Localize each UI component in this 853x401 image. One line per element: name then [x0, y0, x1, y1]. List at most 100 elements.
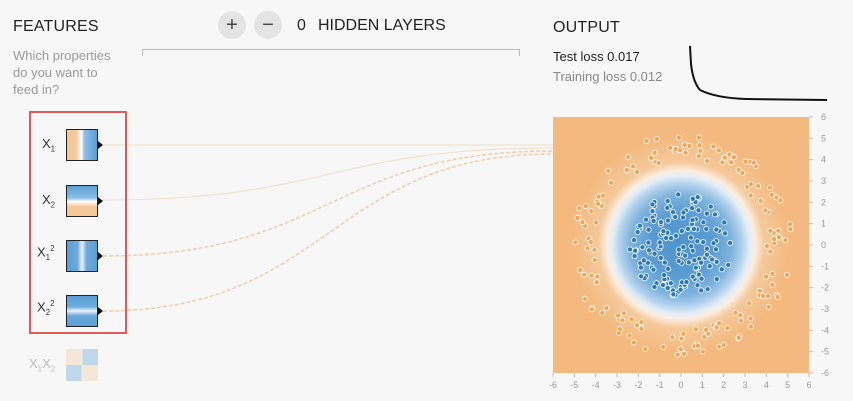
remove-layer-button[interactable]: −	[254, 11, 282, 39]
data-point-positive	[660, 281, 667, 288]
data-point-positive	[663, 234, 670, 241]
feature-label-x2-squared: X22	[37, 299, 55, 317]
data-point-positive	[672, 232, 679, 239]
data-point-negative	[696, 134, 703, 141]
data-point-negative	[605, 167, 612, 174]
data-point-negative	[623, 166, 630, 173]
data-point-positive	[703, 210, 710, 217]
data-point-negative	[750, 159, 757, 166]
data-point-positive	[664, 204, 671, 211]
data-point-negative	[584, 245, 591, 252]
data-point-negative	[783, 271, 790, 278]
data-point-positive	[710, 240, 717, 247]
data-point-positive	[712, 246, 719, 253]
data-point-negative	[715, 147, 722, 154]
data-point-negative	[581, 295, 588, 302]
data-point-negative	[594, 273, 601, 280]
data-point-positive	[636, 222, 643, 229]
data-point-positive	[706, 263, 713, 270]
data-point-positive	[631, 237, 638, 244]
data-point-negative	[603, 305, 610, 312]
data-point-positive	[703, 251, 710, 258]
data-point-positive	[687, 234, 694, 241]
data-point-negative	[681, 350, 688, 357]
data-point-positive	[649, 201, 656, 208]
data-point-positive	[650, 266, 657, 273]
data-point-negative	[588, 238, 595, 245]
add-layer-button[interactable]: +	[218, 11, 246, 39]
data-point-positive	[645, 239, 652, 246]
data-point-negative	[728, 159, 735, 166]
data-point-negative	[599, 309, 606, 316]
data-point-negative	[704, 158, 711, 165]
data-point-negative	[697, 147, 704, 154]
data-point-negative	[763, 243, 770, 250]
hidden-layers-bracket	[142, 49, 520, 56]
data-point-positive	[656, 239, 663, 246]
feature-x1-squared-toggle[interactable]	[66, 240, 98, 272]
data-point-negative	[615, 312, 622, 319]
output-arrow-icon	[98, 141, 103, 149]
feature-x2-toggle[interactable]	[66, 185, 98, 217]
feature-x2-squared-toggle[interactable]	[66, 295, 98, 327]
feature-x1x2-toggle[interactable]	[66, 349, 98, 381]
data-point-positive	[690, 225, 697, 232]
data-point-positive	[700, 239, 707, 246]
data-point-negative	[775, 227, 782, 234]
data-point-negative	[634, 322, 641, 329]
connection-x2sq	[102, 153, 554, 312]
features-title: FEATURES	[13, 18, 99, 35]
data-point-negative	[765, 293, 772, 300]
data-point-negative	[588, 306, 595, 313]
data-point-negative	[747, 181, 754, 188]
data-point-negative	[767, 184, 774, 191]
data-point-positive	[685, 259, 692, 266]
data-point-positive	[698, 275, 705, 282]
data-point-positive	[657, 254, 664, 261]
data-point-negative	[651, 149, 658, 156]
data-point-positive	[713, 226, 720, 233]
connection-x1sq	[102, 150, 554, 257]
data-point-positive	[703, 245, 710, 252]
data-point-positive	[650, 217, 657, 224]
data-point-negative	[667, 144, 674, 151]
data-point-positive	[704, 286, 711, 293]
data-point-positive	[631, 253, 638, 260]
data-point-negative	[628, 316, 635, 323]
feature-label-x1-squared: X12	[37, 244, 55, 262]
data-point-negative	[588, 208, 595, 215]
data-point-positive	[640, 257, 647, 264]
data-point-positive	[692, 264, 699, 271]
data-point-negative	[732, 309, 739, 316]
feature-label-x2: X2	[42, 192, 56, 210]
data-point-negative	[786, 221, 793, 228]
data-point-positive	[683, 279, 690, 286]
data-point-positive	[632, 247, 639, 254]
data-point-negative	[669, 334, 676, 341]
data-point-negative	[721, 154, 728, 161]
data-point-positive	[661, 272, 668, 279]
data-point-positive	[664, 284, 671, 291]
data-point-negative	[595, 193, 602, 200]
data-point-negative	[660, 344, 667, 351]
data-point-positive	[721, 219, 728, 226]
data-point-negative	[700, 348, 707, 355]
data-point-negative	[677, 345, 684, 352]
data-point-negative	[682, 149, 689, 156]
data-point-negative	[757, 197, 764, 204]
data-point-positive	[646, 247, 653, 254]
data-point-positive	[698, 287, 705, 294]
data-point-positive	[713, 276, 720, 283]
data-point-negative	[724, 325, 731, 332]
data-point-negative	[701, 333, 708, 340]
output-arrow-icon	[98, 307, 103, 315]
data-point-negative	[619, 317, 626, 324]
data-point-positive	[727, 239, 734, 246]
data-point-positive	[700, 219, 707, 226]
feature-x1-toggle[interactable]	[66, 129, 98, 161]
data-point-positive	[694, 238, 701, 245]
data-point-negative	[686, 143, 693, 150]
data-point-negative	[630, 163, 637, 170]
data-point-positive	[722, 230, 729, 237]
